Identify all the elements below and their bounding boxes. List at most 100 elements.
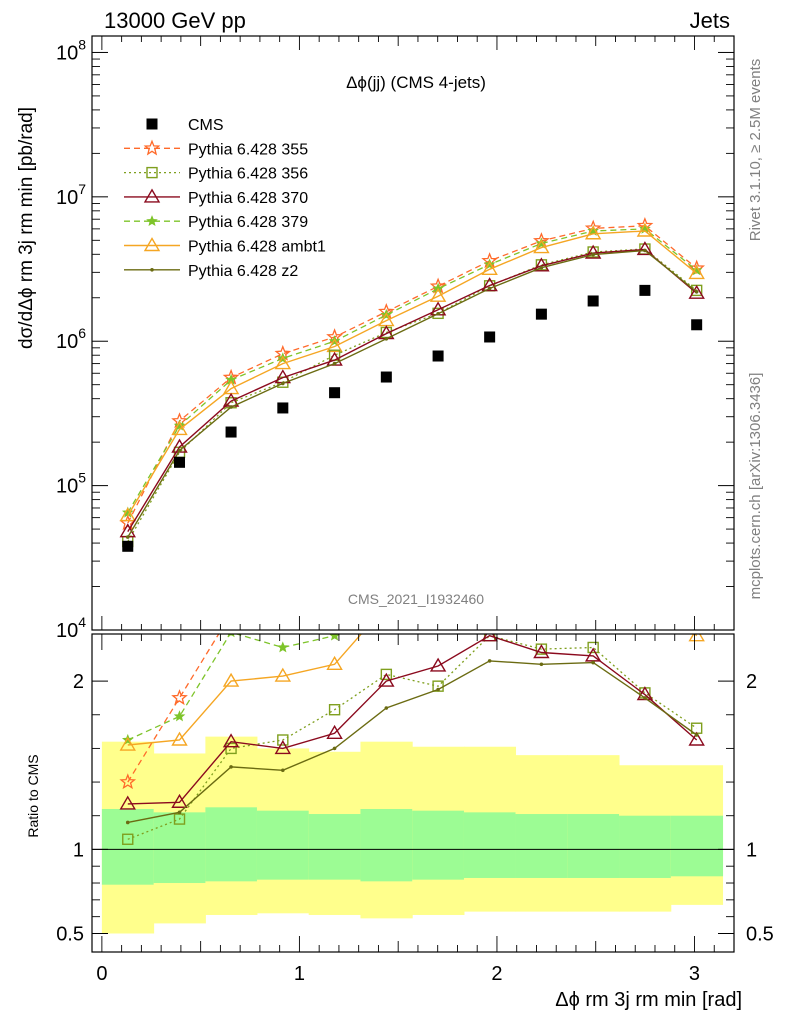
ratio-pythia-6-428-370-point (222, 733, 240, 748)
legend-marker (143, 188, 161, 203)
series-cms-point (535, 308, 547, 320)
ratio-pythia-6-428-355-point (276, 615, 289, 628)
series-pythia-6-428-z2-line (127, 249, 698, 538)
main-plot: 104 105 106 107 108 Δϕ(jj) (CMS 4-jets) CMS_… (16, 35, 735, 642)
ratio-pythia-6-428-ambt1-point (688, 634, 705, 642)
y-tick-label: 106 (56, 325, 86, 353)
series-pythia-6-428-370-point (584, 244, 602, 259)
series-cms-point (329, 387, 341, 399)
ratio-y-tick-label-right: 1 (746, 839, 757, 861)
ratio-pythia-6-428-370-point (481, 634, 498, 642)
band-inner (412, 810, 465, 880)
ratio-y-tick-label-right: 2 (746, 671, 757, 693)
ratio-pythia-6-428-z2-point (643, 696, 647, 700)
y-tick-label: 105 (56, 470, 86, 498)
series-pythia-6-428-ambt1-point (326, 338, 343, 353)
watermark: CMS_2021_I1932460 (348, 591, 484, 607)
series-pythia-6-428-z2-point (332, 361, 337, 366)
ratio-pythia-6-428-z2-point (125, 820, 130, 825)
mcplots-label: mcplots.cern.ch [arXiv:1306.3436] (747, 373, 764, 600)
ratio-pythia-6-428-355-point (431, 497, 444, 510)
ratio-pythia-6-428-379-point (382, 560, 392, 569)
ratio-pythia-6-428-356-point (380, 668, 393, 681)
ratio-pythia-6-428-370-point (533, 644, 550, 659)
series-pythia-6-428-356-point (432, 307, 444, 320)
ratio-pythia-6-428-379-point (433, 521, 443, 530)
band-inner (205, 807, 258, 882)
ratio-pythia-6-428-370-point (688, 731, 705, 746)
ratio-pythia-6-428-ambt1-point (274, 667, 292, 682)
legend-marker (146, 166, 158, 179)
series-pythia-6-428-370-point (533, 257, 550, 272)
series-pythia-6-428-379-point (535, 237, 548, 249)
x-tick-label: 1 (294, 963, 305, 985)
band-inner (463, 812, 517, 878)
series-pythia-6-428-356-line (127, 248, 698, 542)
ratio-y-tick-label: 0.5 (56, 923, 84, 945)
y-tick-label: 104 (56, 614, 86, 642)
series-pythia-6-428-ambt1-point (481, 260, 498, 275)
legend-label: Pythia 6.428 356 (188, 166, 308, 183)
ratio-pythia-6-428-370-line (127, 634, 698, 805)
series-pythia-6-428-ambt1-line (127, 230, 698, 516)
legend-label: CMS (188, 117, 224, 134)
band-inner (101, 808, 155, 885)
ratio-pythia-6-428-355-point (171, 689, 188, 706)
series-pythia-6-428-z2-point (125, 535, 130, 539)
plot-title: Δϕ(jj) (CMS 4-jets) (346, 73, 486, 92)
x-tick-label: 0 (96, 963, 107, 985)
ratio-pythia-6-428-379-point (227, 634, 235, 638)
ratio-pythia-6-428-379-point (329, 634, 341, 641)
ratio-pythia-6-428-379-point (692, 609, 702, 618)
x-axis-label: Δϕ rm 3j rm min [rad] (555, 989, 742, 1011)
series-cms-point (122, 540, 134, 552)
ratio-pythia-6-428-ambt1-point (534, 523, 548, 535)
ratio-pythia-6-428-355-point (535, 472, 548, 485)
main-plot-frame (91, 35, 735, 631)
series-pythia-6-428-ambt1-point (429, 287, 447, 302)
series-pythia-6-428-370-point (636, 241, 654, 256)
series-pythia-6-428-ambt1-point (636, 222, 654, 237)
ratio-pythia-6-428-370-point (326, 724, 343, 739)
ratio-pythia-6-428-ambt1-point (431, 573, 445, 585)
legend: CMS Pythia 6.428 355 Pythia 6.428 356 Pythi… (124, 117, 326, 280)
legend-label: Pythia 6.428 z2 (188, 263, 298, 280)
legend-marker (146, 118, 158, 130)
ratio-pythia-6-428-379-point (485, 478, 495, 487)
series-pythia-6-428-379-line (127, 228, 698, 513)
ratio-pythia-6-428-379-point (640, 563, 650, 572)
ratio-y-label: Ratio to CMS (25, 754, 41, 837)
ratio-pythia-6-428-355-line (127, 634, 220, 783)
series-pythia-6-428-ambt1-point (171, 421, 188, 436)
ratio-pythia-6-428-355-point (380, 523, 393, 536)
ratio-pythia-6-428-z2-point (177, 810, 182, 815)
series-pythia-6-428-370-point (481, 277, 498, 292)
ratio-pythia-6-428-356-point (122, 833, 134, 845)
rivet-label: Rivet 3.1.10, ≥ 2.5M events (747, 59, 764, 242)
ratio-pythia-6-428-ambt1-point (171, 731, 188, 746)
y-tick-label: 108 (56, 36, 86, 64)
ratio-pythia-6-428-z2-point (694, 733, 699, 737)
ratio-y-tick-label: 1 (73, 839, 84, 861)
ratio-pythia-6-428-355-point (638, 540, 651, 553)
ratio-pythia-6-428-356-point (587, 641, 599, 654)
band-inner (567, 814, 620, 878)
legend-marker (146, 215, 158, 227)
series-pythia-6-428-ambt1-point (584, 225, 602, 240)
ratio-pythia-6-428-ambt1-point (119, 736, 136, 751)
series-cms-point (484, 331, 496, 343)
series-cms-point (691, 319, 703, 331)
series-pythia-6-428-ambt1-point (119, 507, 136, 522)
x-tick-label: 3 (689, 963, 700, 985)
series-pythia-6-428-370-point (688, 284, 705, 299)
ratio-pythia-6-428-ambt1-point (326, 655, 343, 670)
ratio-pythia-6-428-355-point (587, 472, 600, 485)
ratio-pythia-6-428-z2-point (281, 768, 285, 773)
ratio-pythia-6-428-370-point (378, 672, 395, 687)
ratio-pythia-6-428-z2-point (591, 660, 595, 665)
series-pythia-6-428-z2-point (487, 286, 492, 291)
x-tick-label: 2 (491, 963, 502, 985)
ratio-pythia-6-428-370-point (274, 740, 292, 755)
ratio-pythia-6-428-370-point (119, 795, 136, 810)
ratio-pythia-6-428-356-line (127, 634, 698, 840)
